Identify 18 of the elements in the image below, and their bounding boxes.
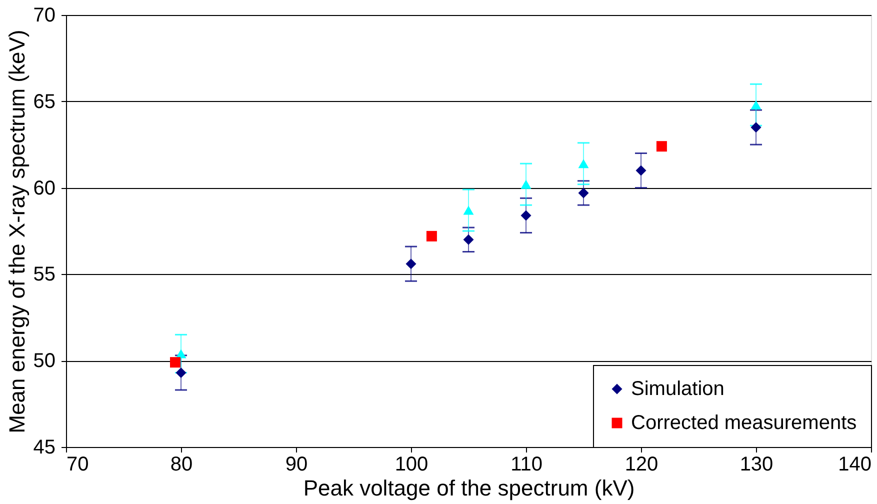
legend-label: Corrected measurements (631, 412, 857, 434)
x-tick-label: 130 (740, 454, 774, 476)
x-tick-label: 110 (510, 454, 542, 476)
x-tick-label: 70 (66, 454, 89, 476)
y-tick-label: 45 (33, 436, 56, 458)
y-tick-label: 70 (33, 4, 56, 26)
x-tick-label: 120 (624, 454, 658, 476)
x-tick-label: 90 (285, 454, 308, 476)
y-tick-label: 65 (33, 90, 56, 113)
y-tick-label: 55 (33, 264, 56, 286)
x-axis-title: Peak voltage of the spectrum (kV) (303, 476, 635, 500)
y-axis-title: Mean energy of the X-ray spectrum (keV) (4, 30, 30, 434)
x-tick-label: 100 (394, 454, 428, 476)
x-tick-label: 80 (170, 454, 193, 476)
x-tick-label: 140 (838, 454, 872, 476)
y-tick-label: 60 (33, 177, 56, 200)
legend-label: Simulation (631, 378, 724, 400)
y-tick-label: 50 (33, 350, 56, 372)
